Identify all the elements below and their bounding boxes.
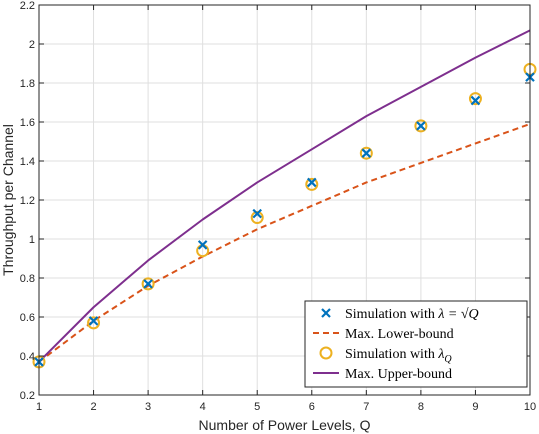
y-tick-label: 1.4 <box>20 156 35 168</box>
legend-entry-math: λ <box>437 347 444 362</box>
data-point <box>141 277 155 291</box>
y-tick-label: 1.6 <box>20 117 35 129</box>
legend-entry-3: Max. Upper-bound <box>345 367 452 382</box>
y-tick-label: 0.4 <box>20 351 35 363</box>
data-point <box>252 208 263 219</box>
legend-entry-text: Simulation with <box>345 307 438 322</box>
legend-marker <box>321 308 331 318</box>
data-point <box>416 121 426 131</box>
data-point <box>470 95 481 106</box>
legend-entry-subscript: Q <box>444 354 452 365</box>
data-point <box>361 148 372 158</box>
y-tick-label: 0.8 <box>20 273 35 285</box>
x-tick-label: 5 <box>254 401 260 413</box>
x-marker-stroke <box>88 316 99 326</box>
x-tick-label: 8 <box>418 401 424 413</box>
x-tick-label: 9 <box>472 401 478 413</box>
x-marker-stroke <box>321 308 331 318</box>
legend-box <box>304 300 528 388</box>
legend-symbol <box>319 346 333 360</box>
x-marker-stroke <box>143 279 153 289</box>
y-tick-label: 1 <box>29 234 35 246</box>
x-marker-stroke <box>416 121 426 131</box>
y-tick-label: 1.8 <box>20 78 35 90</box>
legend-entry-0: Simulation with λ = √Q <box>345 307 479 322</box>
legend-marker <box>319 346 333 360</box>
y-tick-label: 2 <box>29 39 35 51</box>
legend: Simulation with λ = √Q Max. Lower-bound Si… <box>304 300 528 388</box>
data-point <box>143 279 153 289</box>
legend-entry-2: Simulation with λQ <box>345 347 452 365</box>
data-point <box>359 146 373 160</box>
x-tick-label: 6 <box>309 401 315 413</box>
series-3 <box>38 29 531 363</box>
data-point <box>468 92 482 106</box>
legend-entry-math: λ = √Q <box>437 307 478 322</box>
x-tick-label: 3 <box>145 401 151 413</box>
series-1 <box>38 123 531 363</box>
x-tick-label: 10 <box>524 401 536 413</box>
y-tick-label: 0.2 <box>20 390 35 402</box>
x-marker-stroke <box>252 208 263 219</box>
data-point <box>197 240 208 250</box>
data-point <box>414 119 428 133</box>
x-tick-label: 2 <box>90 401 96 413</box>
x-tick-label: 4 <box>200 401 206 413</box>
data-point <box>306 177 317 188</box>
x-tick-label: 7 <box>363 401 369 413</box>
data-point <box>87 316 101 330</box>
legend-symbol <box>321 308 331 318</box>
legend-entry-text: Max. Lower-bound <box>345 327 454 342</box>
legend-entry-text: Simulation with <box>345 347 438 362</box>
series-line <box>38 123 531 363</box>
y-tick-label: 0.6 <box>20 312 35 324</box>
y-tick-label: 1.2 <box>20 195 35 207</box>
data-point <box>250 211 264 225</box>
y-tick-label: 2.2 <box>20 0 35 12</box>
data-point <box>305 177 319 191</box>
series-line <box>38 29 531 363</box>
axis-ticks: 1 2 3 4 5 6 7 8 9 10 0.2 0.4 0.6 0.8 1 1.2 1.4 1.6 1.8 2 2.2 <box>20 0 536 413</box>
x-marker-stroke <box>306 177 317 188</box>
x-axis-label: Number of Power Levels, Q <box>199 417 371 433</box>
data-point <box>88 316 99 326</box>
legend-entry-text: Max. Upper-bound <box>345 367 452 382</box>
x-marker-stroke <box>197 240 208 250</box>
legend-entry-1: Max. Lower-bound <box>345 327 454 342</box>
x-marker-stroke <box>361 148 372 158</box>
x-marker-stroke <box>470 95 481 106</box>
x-tick-label: 1 <box>36 401 42 413</box>
y-axis-label: Throughput per Channel <box>0 124 16 276</box>
